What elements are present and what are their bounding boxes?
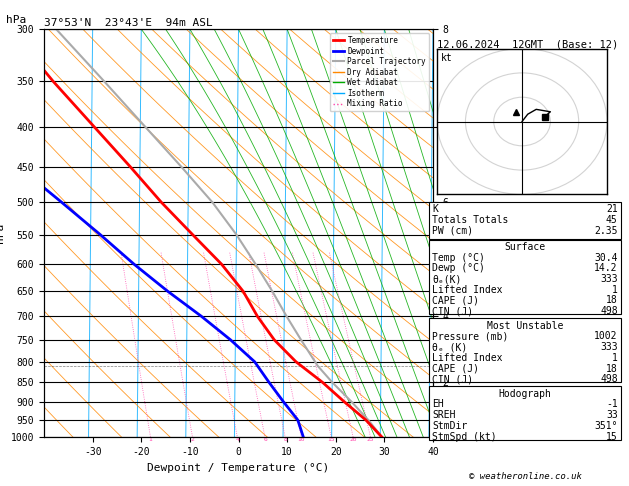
Text: 498: 498	[600, 306, 618, 316]
Text: 333: 333	[600, 274, 618, 284]
X-axis label: Dewpoint / Temperature (°C): Dewpoint / Temperature (°C)	[147, 463, 330, 473]
Text: Totals Totals: Totals Totals	[432, 215, 508, 225]
Text: θₑ(K): θₑ(K)	[432, 274, 462, 284]
Y-axis label: hPa: hPa	[0, 223, 5, 243]
Text: 498: 498	[600, 374, 618, 384]
Text: 1: 1	[148, 437, 152, 442]
Text: © weatheronline.co.uk: © weatheronline.co.uk	[469, 472, 582, 481]
Text: Lifted Index: Lifted Index	[432, 353, 503, 363]
Text: 4: 4	[235, 437, 239, 442]
Text: 10: 10	[298, 437, 305, 442]
Text: K: K	[432, 204, 438, 214]
Text: 18: 18	[606, 295, 618, 306]
Text: 37°53'N  23°43'E  94m ASL: 37°53'N 23°43'E 94m ASL	[44, 18, 213, 28]
Text: Hodograph: Hodograph	[498, 389, 552, 399]
Text: 6: 6	[263, 437, 267, 442]
Text: 15: 15	[606, 432, 618, 442]
Text: Lifted Index: Lifted Index	[432, 285, 503, 295]
Text: 14.2: 14.2	[594, 263, 618, 274]
Text: 25: 25	[367, 437, 374, 442]
Text: 33: 33	[606, 410, 618, 420]
Text: 333: 333	[600, 342, 618, 352]
Text: θₑ (K): θₑ (K)	[432, 342, 467, 352]
Text: LCL: LCL	[435, 362, 450, 370]
Text: SREH: SREH	[432, 410, 455, 420]
Text: -1: -1	[606, 399, 618, 410]
Text: StmDir: StmDir	[432, 421, 467, 431]
Text: hPa: hPa	[6, 15, 26, 25]
Y-axis label: km
ASL: km ASL	[454, 225, 476, 242]
Text: 20: 20	[350, 437, 357, 442]
Text: 12.06.2024  12GMT  (Base: 12): 12.06.2024 12GMT (Base: 12)	[437, 39, 618, 50]
Text: 30.4: 30.4	[594, 253, 618, 263]
Text: Dewp (°C): Dewp (°C)	[432, 263, 485, 274]
Text: 18: 18	[606, 364, 618, 374]
Text: EH: EH	[432, 399, 444, 410]
Text: 45: 45	[606, 215, 618, 225]
Text: 8: 8	[284, 437, 287, 442]
Text: CAPE (J): CAPE (J)	[432, 364, 479, 374]
Text: CIN (J): CIN (J)	[432, 306, 473, 316]
Text: Pressure (mb): Pressure (mb)	[432, 331, 508, 342]
Text: Temp (°C): Temp (°C)	[432, 253, 485, 263]
Text: 351°: 351°	[594, 421, 618, 431]
Text: PW (cm): PW (cm)	[432, 226, 473, 236]
Text: StmSpd (kt): StmSpd (kt)	[432, 432, 497, 442]
Text: 1002: 1002	[594, 331, 618, 342]
Legend: Temperature, Dewpoint, Parcel Trajectory, Dry Adiabat, Wet Adiabat, Isotherm, Mi: Temperature, Dewpoint, Parcel Trajectory…	[330, 33, 429, 111]
Text: 15: 15	[328, 437, 335, 442]
Text: 2.35: 2.35	[594, 226, 618, 236]
Text: 2: 2	[191, 437, 194, 442]
Text: 21: 21	[606, 204, 618, 214]
Text: 1: 1	[612, 285, 618, 295]
Text: 1: 1	[612, 353, 618, 363]
Text: CIN (J): CIN (J)	[432, 374, 473, 384]
Text: CAPE (J): CAPE (J)	[432, 295, 479, 306]
Text: Surface: Surface	[504, 242, 545, 252]
Text: kt: kt	[440, 53, 452, 63]
Text: Most Unstable: Most Unstable	[487, 321, 563, 331]
